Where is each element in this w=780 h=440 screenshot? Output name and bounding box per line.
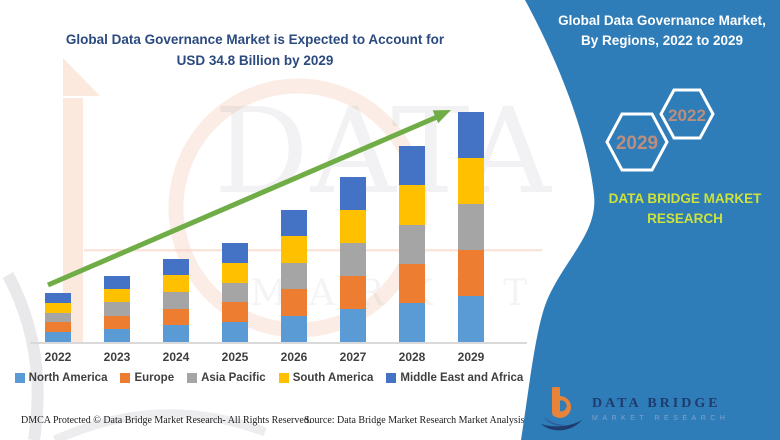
legend-item-north-america: North America (14, 372, 108, 384)
watermark-swoosh-bottom (53, 409, 267, 440)
legend-label: North America (28, 372, 108, 384)
bar-segment-north-america (222, 322, 248, 342)
legend-item-europe: Europe (120, 372, 174, 384)
hexagon-2022-label: 2022 (668, 106, 706, 125)
x-axis-label-2026: 2026 (280, 350, 308, 364)
bar-segment-north-america (281, 315, 307, 342)
bar-2029 (458, 111, 484, 342)
bar-segment-north-america (340, 308, 366, 342)
panel-brand-text: DATA BRIDGE MARKET RESEARCH (592, 189, 778, 230)
bar-segment-north-america (399, 302, 425, 342)
panel-title-line2: By Regions, 2022 to 2029 (580, 32, 744, 48)
bar-segment-north-america (104, 328, 130, 342)
bar-segment-asia-pacific (163, 292, 189, 309)
x-axis-label-2029: 2029 (457, 350, 485, 364)
hexagon-2022-icon (659, 88, 715, 140)
legend-item-south-america: South America (278, 372, 374, 384)
dbmr-logo-texts: DATA BRIDGE MARKET RESEARCH (592, 396, 729, 422)
legend-label: Middle East and Africa (400, 372, 524, 384)
bar-segment-middle-east-and-africa (45, 293, 71, 303)
x-axis-label-2027: 2027 (339, 350, 367, 364)
bar-segment-north-america (45, 332, 71, 342)
legend-label: South America (292, 372, 374, 384)
legend-swatch-icon (120, 373, 131, 383)
bar-segment-europe (281, 289, 307, 316)
bar-segment-europe (163, 308, 189, 326)
legend-label: Asia Pacific (201, 372, 266, 384)
bar-segment-asia-pacific (45, 312, 71, 323)
footer-dmca-text: DMCA Protected © Data Bridge Market Rese… (21, 415, 312, 426)
hexagon-2029-icon (605, 112, 669, 172)
watermark-flag-shape (63, 58, 100, 96)
bar-segment-asia-pacific (458, 203, 484, 250)
bar-segment-europe (458, 249, 484, 296)
x-axis-label-2028: 2028 (398, 350, 426, 364)
bar-segment-south-america (104, 289, 130, 303)
legend-item-asia-pacific: Asia Pacific (187, 372, 266, 384)
chart-title: Global Data Governance Market is Expecte… (25, 30, 485, 72)
legend-swatch-icon (187, 373, 198, 383)
legend-item-middle-east-and-africa: Middle East and Africa (386, 372, 523, 384)
dbmr-logo-name: DATA BRIDGE (592, 396, 721, 411)
bar-segment-asia-pacific (104, 302, 130, 316)
panel-shape (521, 0, 780, 440)
legend-swatch-icon (14, 373, 25, 383)
bar-2022 (45, 293, 71, 342)
x-axis-label-2024: 2024 (162, 350, 190, 364)
x-axis-line (30, 342, 527, 344)
panel-title-line1: Global Data Governance Market, (558, 13, 766, 28)
dbmr-logo: DATA BRIDGE MARKET RESEARCH (538, 383, 738, 435)
x-axis-label-2023: 2023 (103, 350, 131, 364)
x-axis-label-2022: 2022 (44, 350, 72, 364)
bar-segment-asia-pacific (222, 282, 248, 303)
chart-title-line2: USD 34.8 Billion by 2029 (176, 52, 334, 68)
x-axis-label-2025: 2025 (221, 350, 249, 364)
panel-brand-line1: DATA BRIDGE MARKET (608, 191, 762, 206)
dbmr-logo-tagline: MARKET RESEARCH (592, 415, 730, 422)
legend-swatch-icon (386, 373, 397, 383)
chart-title-line1: Global Data Governance Market is Expecte… (65, 32, 445, 47)
watermark-swoosh-left (2, 272, 44, 440)
dbmr-logo-b-icon (541, 387, 582, 431)
bar-segment-europe (104, 315, 130, 329)
bar-segment-north-america (458, 295, 484, 342)
hexagon-2029-label: 2029 (616, 133, 658, 154)
bar-segment-middle-east-and-africa (458, 111, 484, 158)
bar-segment-europe (222, 302, 248, 323)
bar-segment-north-america (163, 325, 189, 342)
panel-brand-line2: RESEARCH (647, 211, 723, 227)
legend: North America Europe Asia Pacific South Ame… (0, 372, 538, 384)
legend-swatch-icon (278, 373, 289, 383)
bar-segment-south-america (458, 157, 484, 204)
footer-source-text: Source: Data Bridge Market Research Mark… (304, 415, 573, 426)
bar-segment-south-america (45, 302, 71, 313)
panel-title: Global Data Governance Market, By Region… (542, 11, 780, 50)
legend-label: Europe (134, 372, 175, 384)
bar-segment-europe (45, 322, 71, 333)
